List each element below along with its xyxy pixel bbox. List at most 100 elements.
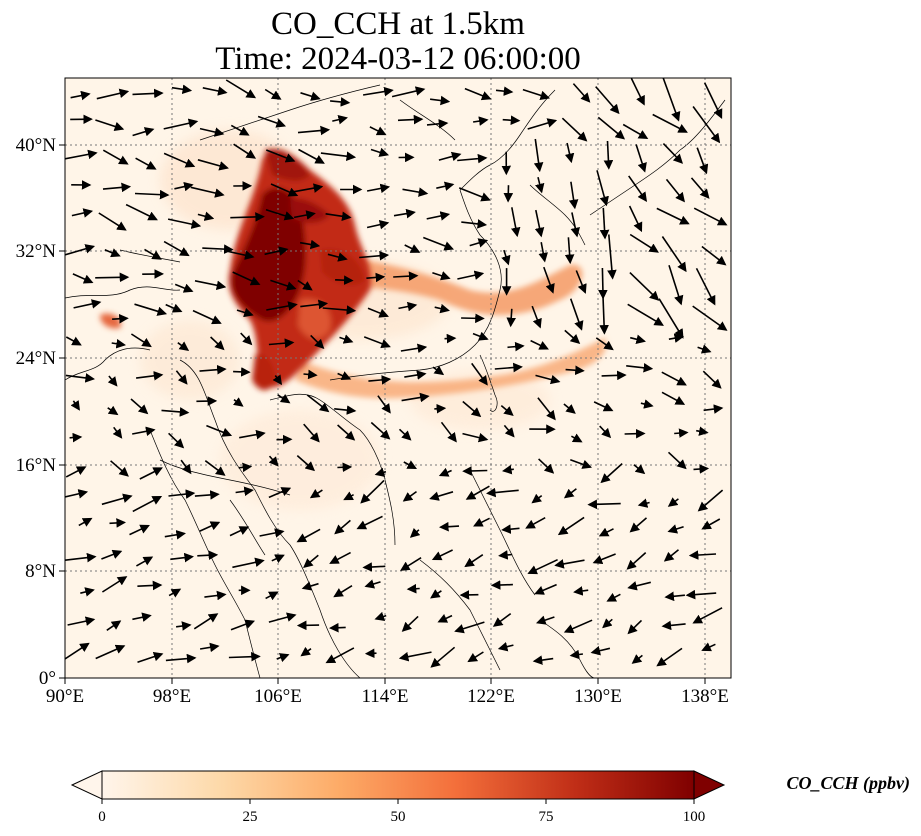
lon-tick-label: 114°E [362, 686, 409, 707]
wind-arrow [503, 424, 515, 438]
wind-arrow [70, 400, 80, 411]
wind-arrow [303, 369, 318, 380]
wind-arrow [300, 91, 321, 101]
wind-arrow [607, 234, 617, 280]
wind-arrow [535, 615, 555, 625]
wind-arrow [471, 362, 488, 386]
wind-arrow [527, 118, 558, 130]
wind-arrow [333, 585, 353, 598]
wind-arrow [525, 516, 546, 529]
wind-arrow [667, 524, 684, 534]
wind-arrow [334, 519, 351, 535]
wind-arrow [293, 210, 316, 220]
wind-arrow [409, 527, 421, 538]
wind-arrow [473, 517, 490, 527]
wind-arrow [692, 607, 723, 624]
wind-arrow [599, 207, 610, 240]
wind-arrow [635, 144, 647, 173]
wind-arrow [102, 182, 132, 193]
wind-arrow [534, 583, 557, 595]
wind-arrow [270, 183, 299, 197]
wind-arrow [310, 334, 325, 350]
wind-arrow [210, 336, 225, 351]
wind-arrow [628, 175, 648, 203]
wind-arrow [531, 493, 543, 504]
wind-arrow [232, 557, 265, 569]
wind-arrow [564, 329, 581, 344]
wind-arrow [637, 498, 650, 508]
wind-arrow [109, 518, 126, 528]
wind-arrow [95, 272, 130, 283]
wind-arrow [161, 407, 190, 417]
colorbar-extend-min [70, 770, 103, 800]
wind-arrow [199, 364, 227, 375]
wind-arrow [364, 579, 381, 589]
wind-arrow [423, 236, 454, 251]
wind-arrow [507, 341, 525, 352]
wind-arrow [240, 332, 253, 346]
wind-arrow [631, 654, 643, 664]
wind-arrow [107, 405, 119, 416]
wind-arrow [569, 649, 584, 660]
wind-arrow [232, 271, 261, 286]
wind-arrow [296, 454, 316, 472]
wind-arrow [668, 333, 685, 343]
wind-arrow [570, 212, 580, 238]
wind-arrow [454, 621, 485, 634]
wind-arrow [367, 307, 389, 318]
colorbar-extend-max [693, 770, 726, 800]
wind-arrow [300, 646, 312, 657]
wind-arrow [334, 405, 357, 415]
wind-arrow [194, 280, 227, 290]
wind-arrow [270, 279, 297, 291]
wind-arrow [163, 118, 199, 130]
wind-arrow [330, 97, 351, 107]
wind-arrow [661, 236, 687, 273]
wind-arrow [599, 291, 609, 335]
wind-arrow [167, 218, 202, 229]
wind-arrow [398, 651, 432, 662]
wind-arrow [461, 313, 485, 324]
wind-arrow [630, 78, 645, 106]
wind-arrow [337, 462, 353, 473]
wind-arrow [233, 143, 257, 159]
wind-arrow [276, 653, 290, 663]
wind-arrow [144, 248, 162, 260]
wind-arrow [430, 646, 456, 668]
wind-arrow [573, 586, 589, 596]
wind-arrow [664, 591, 685, 602]
wind-arrow [436, 181, 455, 191]
wind-arrow [538, 242, 548, 263]
colorbar-tick-label: 50 [391, 809, 406, 825]
wind-arrow [630, 334, 646, 344]
wind-arrow [685, 589, 717, 600]
wind-arrow [701, 642, 716, 652]
lon-tick-label: 138°E [681, 686, 729, 707]
map-time: Time: 2024-03-12 06:00:00 [215, 41, 581, 77]
wind-arrow [597, 116, 626, 140]
wind-arrow [257, 115, 287, 128]
wind-arrow [239, 429, 266, 440]
wind-arrow [571, 433, 583, 443]
wind-arrow [168, 489, 196, 499]
wind-arrow [202, 86, 228, 96]
wind-arrow [400, 343, 428, 354]
lat-tick-label: 40°N [16, 135, 57, 156]
wind-arrow [527, 558, 558, 575]
wind-arrow [65, 244, 96, 256]
wind-arrow [464, 554, 484, 568]
wind-arrow [701, 245, 727, 266]
wind-arrow [309, 489, 323, 499]
wind-arrow [661, 391, 686, 405]
wind-arrow [362, 562, 386, 572]
wind-arrow [595, 337, 614, 351]
wind-arrow [112, 313, 129, 324]
wind-arrow [171, 84, 193, 95]
wind-arrow [265, 591, 279, 601]
lon-tick-label: 106°E [254, 686, 302, 707]
wind-arrow [110, 460, 129, 477]
wind-arrow [238, 462, 253, 473]
wind-arrow [570, 459, 593, 469]
wind-arrow [306, 394, 330, 413]
wind-arrow [233, 397, 244, 407]
